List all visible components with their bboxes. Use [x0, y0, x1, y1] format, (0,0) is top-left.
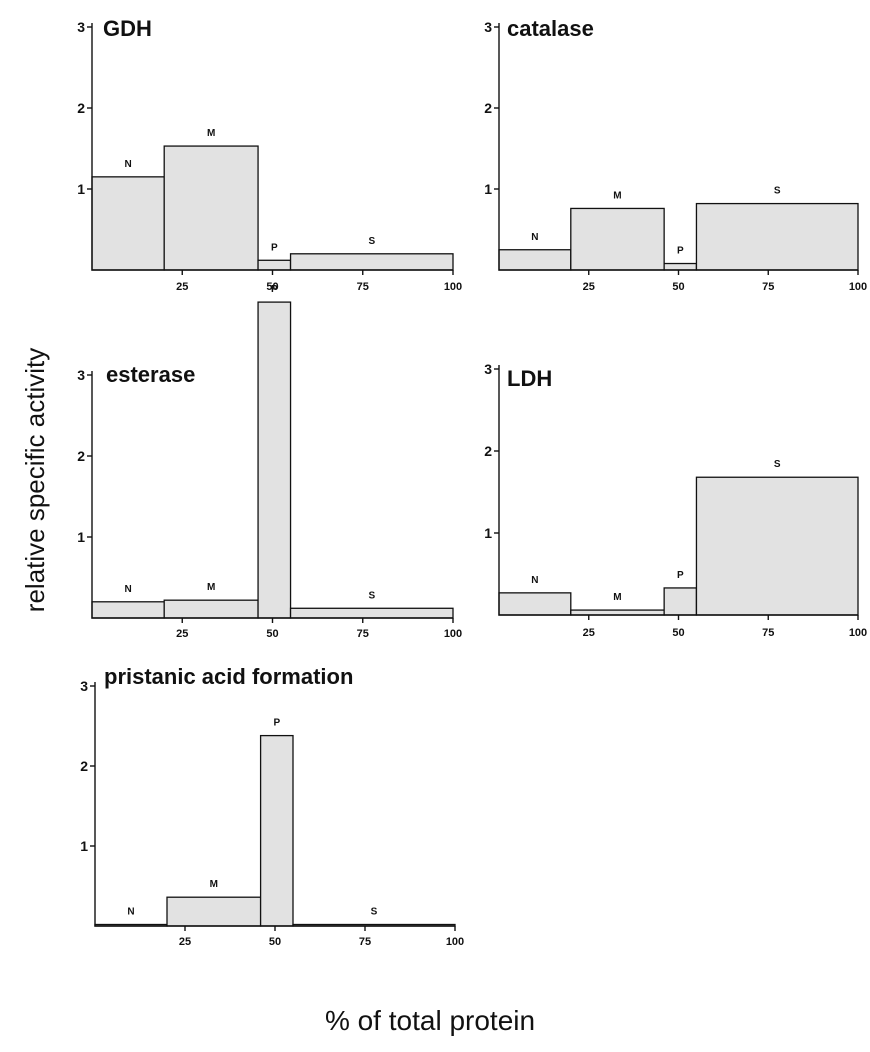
panel-title: GDH [103, 16, 152, 41]
bar-p [257, 301, 292, 619]
bar-s [289, 253, 454, 271]
y-tick-label: 1 [80, 838, 88, 854]
bar-m [570, 207, 665, 271]
y-tick-label: 2 [77, 100, 85, 116]
bar-p [259, 734, 294, 927]
bar-n [91, 601, 165, 619]
bar-s [289, 607, 454, 619]
bar-p [663, 262, 698, 271]
bar-m [570, 609, 665, 616]
y-tick-label: 3 [484, 19, 492, 35]
x-tick-label: 75 [359, 936, 371, 948]
x-tick-label: 75 [357, 628, 369, 640]
bar-label-m: M [613, 592, 621, 603]
x-tick-label: 75 [762, 281, 774, 293]
y-tick-label: 1 [77, 529, 85, 545]
axis-lines [91, 371, 453, 619]
panels: N M P S 1 2 3 25 50 75 100 GDH N M P S 1 2 3 25 50 75 100 catal… [77, 16, 867, 948]
x-tick-label: 50 [266, 281, 278, 293]
y-tick-label: 3 [484, 361, 492, 377]
y-tick-label: 1 [484, 181, 492, 197]
y-tick-label: 3 [77, 19, 85, 35]
bar-label-p: P [677, 570, 684, 581]
x-tick-label: 25 [179, 936, 191, 948]
bar-s [695, 202, 859, 271]
x-tick-label: 100 [444, 628, 462, 640]
x-tick-label: 50 [672, 281, 684, 293]
bar-label-p: P [271, 242, 278, 253]
panel-title: catalase [507, 16, 594, 41]
bar-n [91, 176, 165, 271]
y-tick-label: 2 [484, 443, 492, 459]
x-tick-label: 100 [444, 281, 462, 293]
bar-n [498, 249, 572, 271]
x-tick-label: 100 [849, 627, 867, 639]
y-tick-label: 1 [484, 525, 492, 541]
axis-lines [498, 23, 858, 271]
y-tick-label: 3 [80, 678, 88, 694]
bar-label-s: S [774, 186, 781, 197]
x-tick-label: 25 [176, 281, 188, 293]
y-tick-label: 2 [484, 100, 492, 116]
x-tick-label: 50 [266, 628, 278, 640]
panel-title: pristanic acid formation [104, 664, 353, 689]
axis-lines [91, 23, 453, 271]
bar-label-m: M [613, 190, 621, 201]
bar-label-s: S [368, 236, 375, 247]
y-tick-label: 2 [80, 758, 88, 774]
panel-3: N M P S 1 2 3 25 50 75 100 LDH [484, 361, 867, 639]
bar-label-m: M [210, 879, 218, 890]
bar-label-n: N [127, 907, 134, 918]
panel-title: LDH [507, 366, 552, 391]
bar-label-n: N [124, 584, 131, 595]
x-tick-label: 50 [269, 936, 281, 948]
bar-label-s: S [774, 459, 781, 470]
axis-lines [94, 682, 455, 927]
x-tick-label: 25 [583, 627, 595, 639]
bar-m [163, 145, 259, 271]
x-tick-label: 75 [762, 627, 774, 639]
global-x-axis-label: % of total protein [325, 1005, 535, 1036]
bar-label-n: N [531, 575, 538, 586]
bar-p [663, 587, 698, 616]
x-tick-label: 25 [176, 628, 188, 640]
panel-title: esterase [106, 362, 195, 387]
y-tick-label: 1 [77, 181, 85, 197]
axis-lines [498, 365, 858, 616]
bar-label-n: N [531, 232, 538, 243]
bar-label-s: S [368, 590, 375, 601]
bar-label-p: P [273, 718, 280, 729]
bar-label-s: S [371, 907, 378, 918]
bar-n [498, 592, 572, 616]
y-tick-label: 2 [77, 448, 85, 464]
bar-m [163, 599, 259, 619]
x-tick-label: 50 [672, 627, 684, 639]
bar-label-m: M [207, 128, 215, 139]
x-tick-label: 100 [849, 281, 867, 293]
y-tick-label: 3 [77, 367, 85, 383]
x-tick-label: 100 [446, 936, 464, 948]
panel-0: N M P S 1 2 3 25 50 75 100 GDH [77, 16, 462, 293]
bar-p [257, 259, 292, 271]
bar-m [166, 896, 262, 927]
bar-s [695, 476, 859, 616]
bar-label-m: M [207, 582, 215, 593]
bar-label-p: P [271, 284, 278, 295]
global-y-axis-label: relative specific activity [20, 348, 50, 612]
x-tick-label: 25 [583, 281, 595, 293]
panel-2: N M P S 1 2 3 25 50 75 100 esterase [77, 284, 462, 640]
panel-4: N M P S 1 2 3 25 50 75 100 pristanic acid formation [80, 664, 464, 948]
bar-label-n: N [124, 159, 131, 170]
x-tick-label: 75 [357, 281, 369, 293]
bar-label-p: P [677, 246, 684, 257]
panel-1: N M P S 1 2 3 25 50 75 100 catalase [484, 16, 867, 293]
